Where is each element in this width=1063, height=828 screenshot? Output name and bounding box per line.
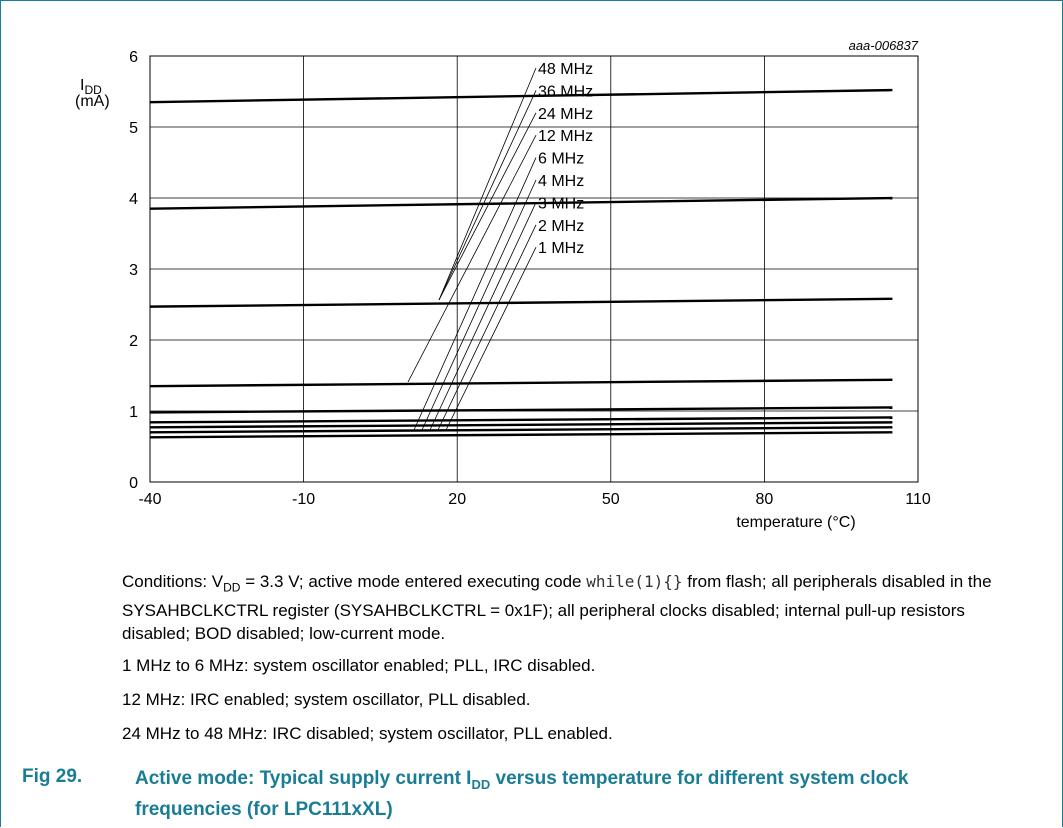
- note-2: 12 MHz: IRC enabled; system oscillator, …: [122, 690, 531, 709]
- y-tick-label: 6: [129, 49, 138, 66]
- y-axis-label-sub: DD: [84, 83, 102, 97]
- y-tick-label: 0: [129, 475, 138, 492]
- chart: -40 -10 20 50 80 110 0 1 2 3 4 5 6 48 MHz 36 MHz 24 MH…: [75, 38, 931, 531]
- legend-leader: [429, 202, 537, 431]
- series-line: [149, 378, 893, 388]
- figure-title: Active mode: Typical supply current IDD …: [135, 766, 1015, 822]
- legend-leader: [438, 90, 537, 301]
- legend-leader: [413, 157, 537, 431]
- conditions-rest: from flash; all peripherals disabled in …: [122, 572, 992, 644]
- x-axis-label: temperature (°C): [736, 514, 855, 531]
- legend-label: 4 MHz: [538, 173, 584, 190]
- conditions-sub: DD: [223, 580, 241, 595]
- series-line: [149, 196, 893, 210]
- legend-leader: [445, 247, 537, 431]
- legend-label: 12 MHz: [538, 128, 593, 145]
- x-tick-label: -40: [138, 491, 161, 508]
- conditions-code: while(1){}: [586, 572, 683, 591]
- figure-title-part1: Active mode: Typical supply current I: [135, 768, 472, 789]
- y-axis-label-main: I: [80, 77, 84, 94]
- legend-label: 1 MHz: [538, 240, 584, 257]
- legend-label: 2 MHz: [538, 218, 584, 235]
- series-line: [149, 431, 893, 439]
- note-1: 1 MHz to 6 MHz: system oscillator enable…: [122, 656, 596, 675]
- series-line: [149, 297, 893, 308]
- legend-leaders: [407, 67, 537, 431]
- series-line: [149, 88, 893, 104]
- y-axis-label: IDD: [80, 77, 102, 97]
- legend-label: 24 MHz: [538, 106, 593, 123]
- legend-label: 6 MHz: [538, 151, 584, 168]
- y-tick-label: 1: [129, 404, 138, 421]
- y-tick-label: 3: [129, 262, 138, 279]
- x-tick-label: 80: [756, 491, 774, 508]
- conditions-mid: = 3.3 V; active mode entered executing c…: [240, 572, 587, 591]
- conditions-note: Conditions: VDD = 3.3 V; active mode ent…: [122, 570, 1022, 645]
- legend-leader: [438, 112, 537, 301]
- legend-leader: [438, 67, 537, 301]
- series-line: [149, 416, 893, 424]
- figure-title-part2: versus temperature for different system …: [135, 768, 909, 820]
- series-line: [149, 426, 893, 434]
- note-3: 24 MHz to 48 MHz: IRC disabled; system o…: [122, 724, 613, 743]
- x-tick-label: 50: [602, 491, 620, 508]
- figure-number: Fig 29.: [22, 766, 83, 787]
- tick-labels: -40 -10 20 50 80 110 0 1 2 3 4 5 6: [129, 49, 931, 508]
- x-tick-label: 20: [448, 491, 466, 508]
- legend-leader: [407, 135, 537, 383]
- x-tick-label: -10: [292, 491, 315, 508]
- chart-id: aaa-006837: [849, 38, 919, 53]
- y-tick-label: 2: [129, 333, 138, 350]
- y-tick-label: 4: [129, 191, 138, 208]
- legend-label: 36 MHz: [538, 83, 593, 100]
- conditions-prefix: Conditions: V: [122, 572, 224, 591]
- x-tick-label: 110: [905, 491, 931, 508]
- legend-labels: 48 MHz 36 MHz 24 MHz 12 MHz 6 MHz 4 MHz 3 MHz 2…: [538, 61, 593, 257]
- series-line: [149, 421, 893, 429]
- legend-leader: [437, 224, 537, 431]
- series-lines: [149, 88, 893, 439]
- figure-title-sub: DD: [471, 776, 491, 792]
- y-tick-label: 5: [129, 120, 138, 137]
- legend-label: 48 MHz: [538, 61, 593, 78]
- series-line: [149, 406, 893, 414]
- legend-label: 3 MHz: [538, 195, 584, 212]
- y-axis-unit: (mA): [75, 93, 110, 110]
- legend-leader: [421, 179, 537, 431]
